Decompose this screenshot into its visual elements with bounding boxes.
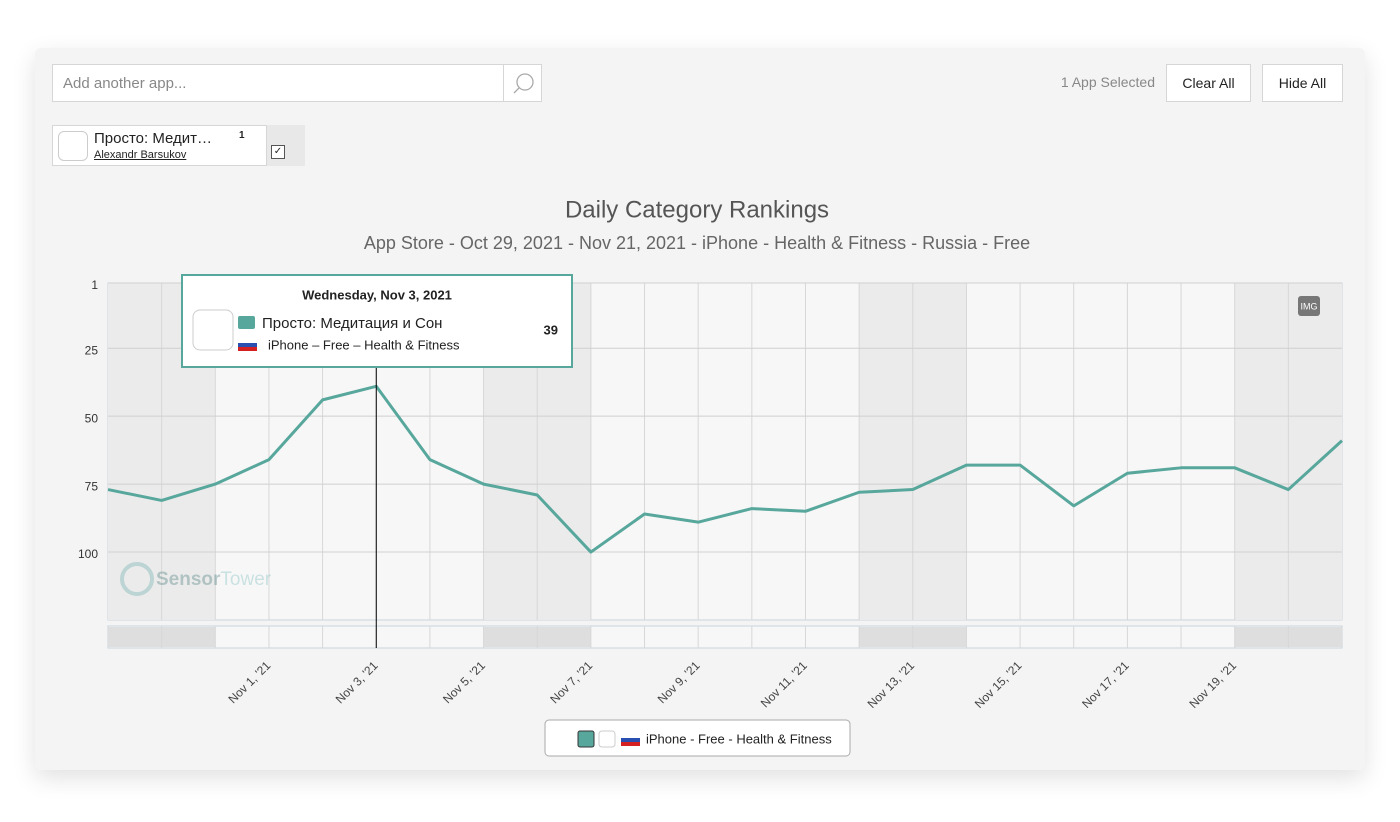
legend-label: iPhone - Free - Health & Fitness	[646, 731, 832, 746]
search-icon	[513, 73, 534, 94]
chart-subtitle: App Store - Oct 29, 2021 - Nov 21, 2021 …	[364, 233, 1030, 253]
x-tick-label: Nov 13, '21	[865, 658, 918, 711]
x-tick-label: Nov 1, '21	[225, 658, 273, 706]
app-name: Просто: Медит…	[94, 130, 213, 147]
flag-stripe	[621, 742, 640, 746]
watermark-sensor: Sensor	[156, 569, 221, 590]
watermark-logo	[120, 562, 154, 596]
flag-stripe	[238, 339, 257, 343]
flag-stripe	[621, 738, 640, 742]
y-tick-label: 25	[85, 343, 99, 357]
tooltip-app: Просто: Медитация и Сон	[262, 315, 442, 332]
legend-swatch	[577, 730, 595, 748]
clear-all-button[interactable]: Clear All	[1166, 64, 1251, 102]
y-tick-label: 100	[78, 547, 98, 561]
tooltip-date: Wednesday, Nov 3, 2021	[302, 287, 452, 302]
x-tick-label: Nov 15, '21	[972, 658, 1025, 711]
img-button	[1298, 296, 1320, 316]
x-tick-label: Nov 11, '21	[758, 658, 810, 710]
tooltip-icon	[192, 309, 234, 351]
x-tick-label: Nov 17, '21	[1079, 658, 1132, 711]
search-button[interactable]	[503, 64, 542, 102]
y-tick-label: 50	[85, 411, 99, 425]
tooltip-value: 39	[544, 322, 558, 337]
legend	[544, 719, 851, 757]
x-tick-label: Nov 19, '21	[1187, 658, 1240, 711]
series-line	[107, 384, 1344, 554]
app-chip[interactable]: Просто: Медит… 1 Alexandr Barsukov ✓	[52, 125, 305, 166]
x-tick-label: Nov 9, '21	[655, 658, 703, 706]
x-tick-label: Nov 3, '21	[333, 658, 381, 706]
img-button-label: IMG	[1301, 301, 1318, 311]
tooltip-swatch	[238, 316, 255, 329]
flag-stripe	[238, 347, 257, 351]
watermark: SensorTower	[120, 562, 272, 596]
hide-all-button[interactable]: Hide All	[1262, 64, 1343, 102]
flag-stripe	[621, 734, 640, 738]
app-icon	[58, 131, 88, 161]
watermark-tower: Tower	[220, 569, 271, 590]
checkbox[interactable]: ✓	[271, 145, 285, 159]
y-tick-label: 1	[91, 278, 98, 292]
chip-toggle[interactable]: ✓	[266, 125, 305, 166]
legend-icon	[598, 730, 616, 748]
selected-count: 1 App Selected	[1060, 74, 1155, 90]
chart-title: Daily Category Rankings	[565, 196, 829, 223]
app-count: 1	[239, 130, 245, 141]
x-tick-label: Nov 5, '21	[440, 658, 488, 706]
watermark-text: SensorTower	[156, 569, 272, 590]
x-tick-label: Nov 7, '21	[547, 658, 595, 706]
search-input[interactable]: Add another app...	[52, 64, 504, 102]
navigator	[107, 625, 1343, 649]
tooltip-detail: iPhone – Free – Health & Fitness	[268, 337, 460, 352]
flag-stripe	[238, 343, 257, 347]
y-tick-label: 75	[85, 479, 99, 493]
developer-link[interactable]: Alexandr Barsukov	[94, 149, 187, 161]
